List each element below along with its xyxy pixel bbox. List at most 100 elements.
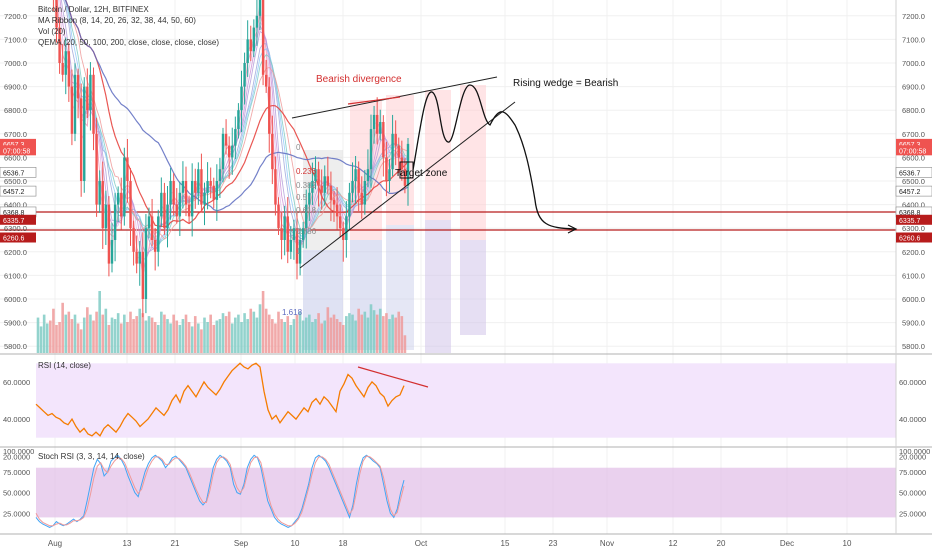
volume-bar: [283, 322, 286, 353]
candle-body: [132, 228, 135, 252]
volume-bar: [209, 314, 212, 353]
price-tag-label: 6335.7: [899, 218, 921, 225]
volume-bar: [107, 324, 111, 353]
price-tag: [0, 232, 36, 243]
volume-bar: [227, 311, 231, 353]
volume-bar: [255, 317, 259, 353]
candle-body: [70, 86, 74, 134]
stoch-rsi-group: [35, 454, 405, 528]
candle-body: [295, 228, 299, 264]
volume-bar: [264, 308, 268, 353]
volume-bar: [218, 319, 222, 353]
candle-body: [366, 169, 370, 181]
volume-bar: [240, 322, 243, 353]
fib-level-label: 1: [296, 247, 301, 256]
candle-body: [388, 169, 391, 181]
price-tag-label: 07:00:58: [3, 148, 30, 155]
price-tick-label-left: 7200.0: [4, 12, 27, 21]
volume-bar: [311, 322, 314, 353]
price-axis[interactable]: 7200.0 7100.0 7000.0 6900.0 6800.0 6700.0 6600…: [3, 12, 930, 518]
price-tick-label-left: 6700.0: [4, 130, 27, 139]
candle-body: [107, 204, 111, 264]
candle-body: [237, 110, 240, 130]
rsi-tick-label-left: 40.0000: [3, 415, 30, 424]
time-tick-label: 13: [123, 539, 132, 548]
volume-bar: [317, 313, 320, 353]
candle-body: [240, 86, 243, 111]
volume-bar: [181, 319, 185, 353]
candle-body: [403, 169, 407, 186]
candle-body: [231, 145, 234, 158]
candle-body: [258, 0, 262, 16]
price-tick-label: 6500.0: [902, 177, 925, 186]
candle-body: [184, 181, 188, 205]
price-tick-label-left: 6800.0: [4, 106, 27, 115]
volume-bar: [73, 314, 77, 353]
volume-bar: [104, 308, 108, 353]
candle-body: [129, 181, 132, 229]
stoch-k-line: [35, 454, 405, 528]
volume-bar: [274, 323, 277, 353]
volume-bar: [258, 304, 262, 353]
qema-legend: QEMA (20, 50, 100, 200, close, close, cl…: [38, 38, 219, 47]
volume-bar: [295, 314, 299, 353]
stoch-rsi-legend: Stoch RSI (3, 3, 14, 14, close): [38, 452, 145, 461]
candle-body: [317, 169, 320, 186]
price-tag: [0, 167, 37, 178]
candle-body: [289, 240, 293, 252]
ma-ribbon-line: [65, 0, 409, 240]
price-tick-label: 5800.0: [902, 342, 925, 351]
candle-body: [363, 181, 367, 205]
candle-body: [113, 204, 117, 240]
candle-body: [249, 39, 252, 52]
candle-body: [126, 157, 129, 181]
candle-body: [305, 204, 308, 229]
rsi-tick-label: 40.0000: [899, 415, 926, 424]
price-tick-label: 6300.0: [902, 224, 925, 233]
volume-bar: [329, 317, 333, 353]
candle-body: [89, 74, 92, 111]
candle-body: [369, 129, 373, 170]
candle-body: [372, 114, 376, 130]
candle-body: [268, 86, 271, 134]
volume-bar: [67, 311, 71, 353]
candle-body: [397, 145, 400, 158]
candle-body: [120, 192, 123, 217]
volume-bar: [95, 311, 98, 353]
candle-body: [348, 192, 351, 217]
candle-body: [101, 181, 104, 229]
rsi-band: [36, 363, 896, 438]
volume-bar: [345, 316, 348, 353]
candle-body: [175, 204, 178, 217]
price-tick-label: 5900.0: [902, 319, 925, 328]
price-tag-label: 6260.6: [3, 235, 25, 242]
candle-body: [178, 192, 182, 217]
volume-bar: [116, 313, 120, 353]
volume-bar: [200, 329, 203, 353]
time-tick-label: 18: [339, 539, 348, 548]
price-tick-label-left: 6000.0: [4, 295, 27, 304]
volume-bar: [197, 323, 200, 353]
time-tick-label: 12: [669, 539, 678, 548]
volume-bar: [166, 319, 169, 353]
price-tag: [896, 232, 932, 243]
volume-bar: [332, 314, 336, 353]
price-tag: [895, 167, 932, 178]
volume-bar: [113, 319, 117, 353]
volume-bar: [252, 311, 256, 353]
time-tick-label: Nov: [600, 539, 614, 548]
time-axis[interactable]: Aug 13 21 Sep 10 18 Oct 15 23 Nov 12 20 Dec 10: [48, 539, 852, 548]
candle-body: [252, 27, 256, 52]
candle-body: [172, 181, 175, 205]
time-tick-label: Oct: [415, 539, 428, 548]
candle-body: [104, 204, 108, 229]
price-tag-label: 6536.7: [899, 170, 921, 177]
volume-bar: [89, 314, 92, 353]
volume-bar: [308, 314, 311, 353]
price-tick-label: 7200.0: [902, 12, 925, 21]
candle-body: [67, 51, 71, 87]
time-tick-label: Aug: [48, 539, 62, 548]
price-tick-label: 6900.0: [902, 83, 925, 92]
time-tick-label: Sep: [234, 539, 249, 548]
candle-body: [382, 122, 385, 158]
